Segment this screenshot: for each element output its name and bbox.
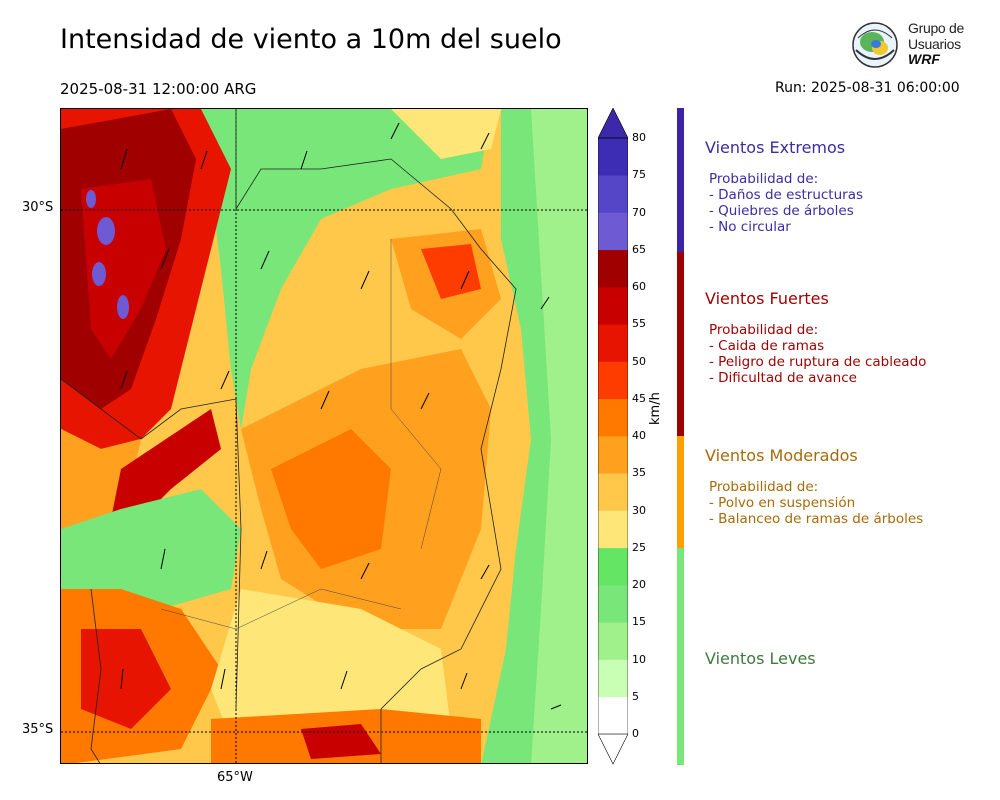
colorbar-band: [598, 696, 628, 735]
category-block: Vientos Moderados Probabilidad de: - Polvo…: [705, 446, 923, 527]
colorbar-tick-label: 70: [632, 205, 646, 219]
colorbar-tick-label: 80: [632, 131, 646, 144]
colorbar-band: [598, 175, 628, 213]
colorbar-band: [598, 622, 628, 660]
colorbar-tick-label: 45: [632, 391, 646, 405]
category-stripe: [677, 436, 684, 548]
category-heading: Vientos Fuertes: [705, 289, 829, 308]
lon-label-65w: 65°W: [217, 770, 253, 785]
colorbar-tick-label: 60: [632, 280, 646, 293]
colorbar-tick-label: 75: [632, 168, 646, 182]
colorbar-band: [598, 510, 628, 549]
logo-line-3: WRF: [908, 51, 940, 67]
colorbar-band: [598, 659, 628, 698]
colorbar-band: [598, 287, 628, 325]
category-line: Probabilidad de:: [709, 322, 819, 338]
category-line: - Dificultad de avance: [709, 370, 857, 386]
colorbar-band: [598, 138, 628, 176]
category-heading: Vientos Leves: [705, 649, 816, 668]
category-stripe: [677, 108, 684, 252]
colorbar-tick-label: 50: [632, 354, 646, 368]
colorbar-band: [598, 398, 628, 437]
colorbar-over-triangle: [598, 108, 628, 139]
colorbar-tick-label: 25: [632, 540, 646, 554]
colorbar-band: [598, 249, 628, 288]
category-line: - Daños de estructuras: [709, 187, 864, 203]
colorbar-band: [598, 547, 628, 586]
colorbar-tick-label: 55: [632, 317, 646, 331]
category-block: Vientos Fuertes Probabilidad de: - Caida d…: [705, 289, 926, 386]
wind-map: [60, 108, 588, 764]
category-line: Probabilidad de:: [709, 171, 819, 187]
colorbar-band: [598, 473, 628, 511]
colorbar-band: [598, 212, 628, 251]
category-heading: Vientos Moderados: [705, 446, 858, 465]
category-line: - Caida de ramas: [709, 338, 825, 354]
colorbar-band: [598, 324, 628, 362]
category-description: Probabilidad de: - Daños de estructuras - …: [705, 171, 863, 235]
colorbar: [598, 108, 628, 765]
category-line: - Quiebres de árboles: [709, 203, 854, 219]
valid-time: 2025-08-31 12:00:00 ARG: [60, 80, 257, 98]
category-line: - Peligro de ruptura de cableado: [709, 354, 927, 370]
category-block: Vientos Extremos Probabilidad de: - Daños …: [705, 138, 863, 235]
category-description: Probabilidad de: - Polvo en suspensión - B…: [705, 479, 923, 527]
colorbar-tick-label: 5: [632, 689, 639, 703]
colorbar-tick-label: 40: [632, 429, 646, 442]
category-line: - Polvo en suspensión: [709, 495, 856, 511]
colorbar-band: [598, 585, 628, 623]
logo-line-2: Usuarios: [908, 36, 961, 52]
colorbar-tick-label: 0: [632, 727, 639, 740]
colorbar-under-triangle: [598, 733, 628, 765]
colorbar-frame: [598, 137, 628, 735]
category-block: Vientos Leves: [705, 649, 816, 682]
globe-icon: [852, 22, 898, 68]
colorbar-tick-label: 35: [632, 466, 646, 480]
category-line: - Balanceo de ramas de árboles: [709, 511, 924, 527]
lat-label-35s: 35°S: [22, 722, 54, 737]
map-title: Intensidad de viento a 10m del suelo: [60, 24, 562, 55]
colorbar-band: [598, 361, 628, 400]
colorbar-tick-label: 10: [632, 652, 646, 666]
grupo-usuarios-wrf-logo: Grupo de Usuarios WRF: [848, 18, 978, 74]
category-description: Probabilidad de: - Caida de ramas - Peligr…: [705, 322, 926, 386]
colorbar-tick-label: 15: [632, 615, 646, 629]
category-line: - No circular: [709, 219, 791, 235]
lat-label-30s: 30°S: [22, 200, 54, 215]
category-stripe: [677, 252, 684, 436]
logo-line-1: Grupo de: [908, 20, 964, 36]
colorbar-tick-label: 30: [632, 503, 646, 517]
category-stripe: [677, 548, 684, 765]
colorbar-band: [598, 436, 628, 474]
run-time: Run: 2025-08-31 06:00:00: [775, 80, 960, 96]
category-heading: Vientos Extremos: [705, 138, 846, 157]
colorbar-tick-label: 65: [632, 242, 646, 256]
colorbar-unit: km/h: [648, 392, 663, 425]
category-line: Probabilidad de:: [709, 479, 819, 495]
colorbar-tick-label: 20: [632, 578, 646, 591]
